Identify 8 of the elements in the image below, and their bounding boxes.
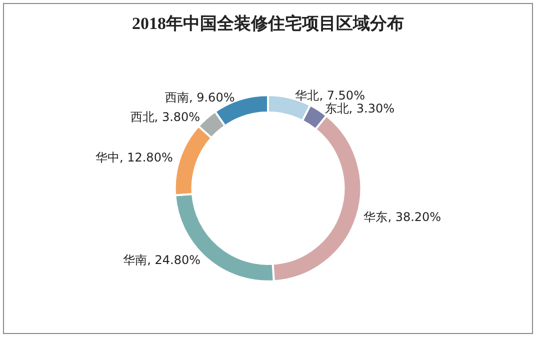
slice-label: 东北, 3.30% [324, 101, 394, 116]
slice-label: 华北, 7.50% [295, 88, 365, 103]
chart-title: 2018年中国全装修住宅项目区域分布 [132, 14, 404, 33]
slice-label: 西南, 9.60% [164, 90, 235, 104]
slice-label: 西北, 3.80% [130, 110, 200, 124]
slice-label: 华东, 38.20% [364, 210, 442, 224]
slice-label: 华中, 12.80% [95, 150, 173, 165]
slice-label: 华南, 24.80% [123, 253, 201, 268]
